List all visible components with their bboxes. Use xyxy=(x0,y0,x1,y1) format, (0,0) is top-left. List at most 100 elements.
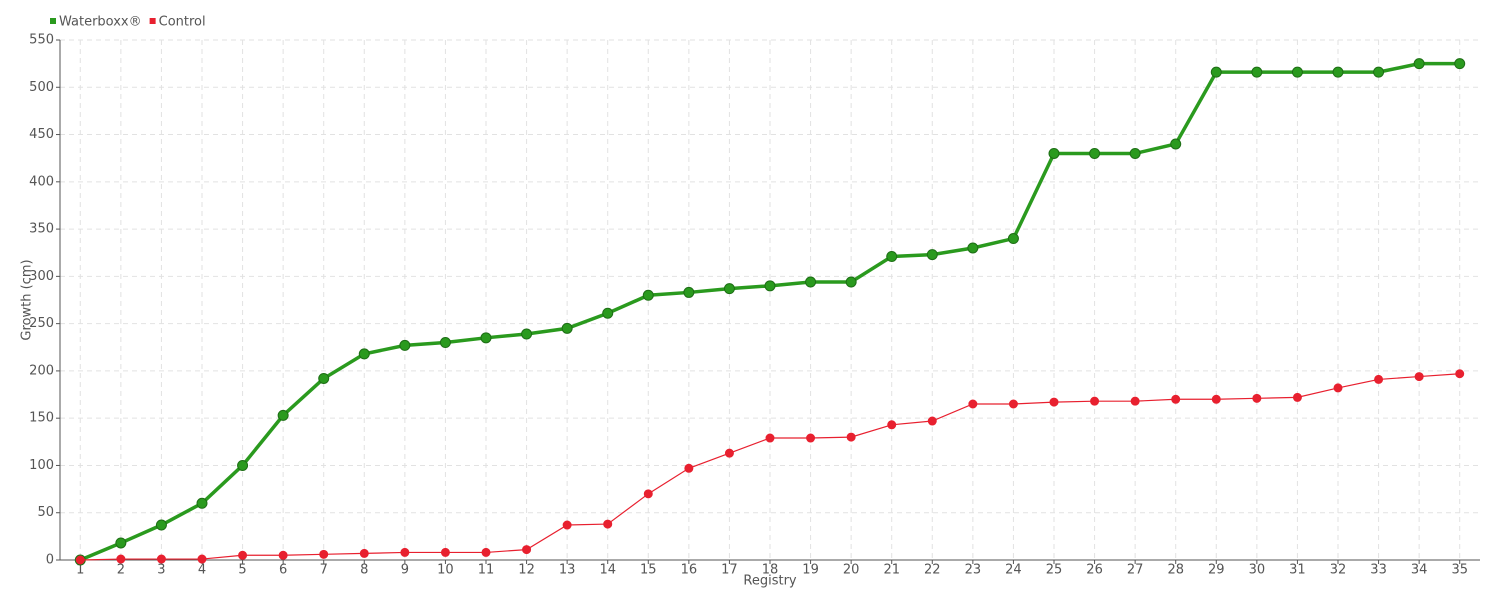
x-tick-label: 11 xyxy=(478,563,495,578)
data-point xyxy=(481,547,491,557)
data-point xyxy=(886,251,898,263)
data-point xyxy=(1211,394,1221,404)
x-tick-label: 31 xyxy=(1289,563,1306,578)
data-point xyxy=(480,332,492,344)
data-point xyxy=(1251,66,1263,78)
data-point xyxy=(603,519,613,529)
data-point xyxy=(399,339,411,351)
data-point xyxy=(1414,372,1424,382)
x-tick-label: 23 xyxy=(965,563,982,578)
y-tick-label: 0 xyxy=(46,553,54,568)
data-point xyxy=(1129,147,1141,159)
x-tick-label: 16 xyxy=(681,563,698,578)
x-tick-label: 32 xyxy=(1330,563,1347,578)
data-point xyxy=(440,547,450,557)
data-point xyxy=(359,548,369,558)
data-point xyxy=(1292,392,1302,402)
data-point xyxy=(238,550,248,560)
legend-label: Waterboxx® xyxy=(59,15,142,30)
data-point xyxy=(561,322,573,334)
data-point xyxy=(684,463,694,473)
x-tick-label: 13 xyxy=(559,563,576,578)
data-point xyxy=(562,520,572,530)
x-tick-label: 3 xyxy=(157,563,165,578)
x-tick-label: 24 xyxy=(1005,563,1022,578)
x-tick-label: 29 xyxy=(1208,563,1225,578)
x-tick-label: 7 xyxy=(320,563,328,578)
legend-swatch xyxy=(50,18,56,24)
data-point xyxy=(116,554,126,564)
data-point xyxy=(278,550,288,560)
data-point xyxy=(196,497,208,509)
data-point xyxy=(115,537,127,549)
data-point xyxy=(683,286,695,298)
data-point xyxy=(723,283,735,295)
x-tick-label: 22 xyxy=(924,563,941,578)
x-tick-label: 27 xyxy=(1127,563,1144,578)
data-point xyxy=(846,432,856,442)
data-point xyxy=(806,433,816,443)
data-point xyxy=(927,416,937,426)
y-tick-label: 550 xyxy=(29,33,54,48)
data-point xyxy=(1291,66,1303,78)
x-tick-label: 26 xyxy=(1086,563,1103,578)
data-point xyxy=(764,280,776,292)
y-tick-label: 450 xyxy=(29,127,54,142)
data-point xyxy=(1007,233,1019,245)
data-point xyxy=(1008,399,1018,409)
data-point xyxy=(197,554,207,564)
data-point xyxy=(643,489,653,499)
y-tick-label: 500 xyxy=(29,80,54,95)
y-tick-label: 100 xyxy=(29,458,54,473)
data-point xyxy=(1171,394,1181,404)
data-point xyxy=(642,289,654,301)
x-axis-label: Registry xyxy=(743,574,797,589)
legend-swatch xyxy=(149,18,156,24)
x-tick-label: 20 xyxy=(843,563,860,578)
data-point xyxy=(237,459,249,471)
x-tick-label: 33 xyxy=(1370,563,1387,578)
x-tick-label: 9 xyxy=(401,563,409,578)
x-tick-label: 14 xyxy=(599,563,616,578)
y-tick-label: 350 xyxy=(29,222,54,237)
y-tick-label: 200 xyxy=(29,363,54,378)
data-point xyxy=(1413,58,1425,70)
x-tick-label: 12 xyxy=(518,563,535,578)
x-tick-label: 17 xyxy=(721,563,738,578)
x-tick-label: 21 xyxy=(883,563,900,578)
data-point xyxy=(1049,397,1059,407)
data-point xyxy=(1130,396,1140,406)
data-point xyxy=(1048,147,1060,159)
data-point xyxy=(926,249,938,261)
data-point xyxy=(1374,374,1384,384)
data-point xyxy=(439,337,451,349)
data-point xyxy=(156,554,166,564)
data-point xyxy=(521,328,533,340)
data-point xyxy=(765,433,775,443)
x-tick-label: 1 xyxy=(76,563,84,578)
data-point xyxy=(319,549,329,559)
x-tick-label: 30 xyxy=(1249,563,1266,578)
data-point xyxy=(805,276,817,288)
x-tick-label: 15 xyxy=(640,563,657,578)
data-point xyxy=(845,276,857,288)
data-point xyxy=(1333,383,1343,393)
data-point xyxy=(968,399,978,409)
x-tick-label: 4 xyxy=(198,563,206,578)
data-point xyxy=(155,519,167,531)
y-tick-label: 150 xyxy=(29,411,54,426)
data-point xyxy=(1210,66,1222,78)
data-point xyxy=(75,555,85,565)
x-tick-label: 34 xyxy=(1411,563,1428,578)
data-point xyxy=(1455,369,1465,379)
data-point xyxy=(318,372,330,384)
y-tick-label: 50 xyxy=(37,505,54,520)
y-tick-label: 250 xyxy=(29,316,54,331)
data-point xyxy=(358,348,370,360)
data-point xyxy=(1373,66,1385,78)
x-tick-label: 2 xyxy=(117,563,125,578)
data-point xyxy=(887,420,897,430)
x-tick-label: 10 xyxy=(437,563,454,578)
data-point xyxy=(400,547,410,557)
data-point xyxy=(602,307,614,319)
